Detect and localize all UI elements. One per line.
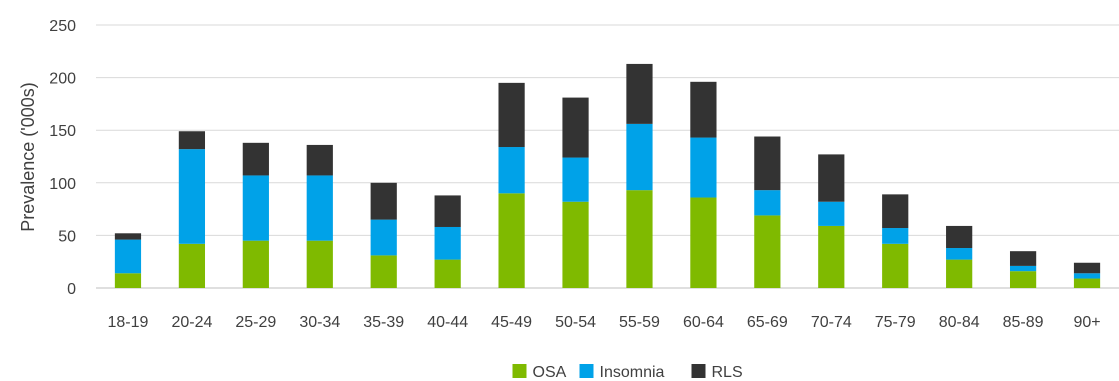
y-tick-label: 250 <box>49 18 76 35</box>
legend-item-insomnia: Insomnia <box>579 364 665 381</box>
bar-insomnia-18-19 <box>114 239 142 274</box>
bar-insomnia-40-44 <box>434 226 461 260</box>
bar-insomnia-65-69 <box>754 190 781 216</box>
bar-osa-90+ <box>1073 278 1101 288</box>
bar-rls-65-69 <box>754 136 781 191</box>
bar-osa-25-29 <box>242 240 269 288</box>
bar-insomnia-25-29 <box>242 175 269 241</box>
legend-item-rls: RLS <box>691 364 743 381</box>
x-tick-label: 40-44 <box>427 314 468 331</box>
bar-rls-30-34 <box>306 144 333 176</box>
bar-insomnia-70-74 <box>818 201 845 226</box>
bar-insomnia-85-89 <box>1009 265 1037 272</box>
bar-osa-85-89 <box>1009 271 1037 288</box>
x-tick-label: 55-59 <box>619 314 660 331</box>
y-tick-label: 200 <box>49 71 76 88</box>
bar-osa-75-79 <box>882 243 909 288</box>
bar-insomnia-80-84 <box>946 248 973 260</box>
bar-rls-20-24 <box>178 131 206 150</box>
x-tick-label: 30-34 <box>299 314 340 331</box>
x-tick-label: 45-49 <box>491 314 532 331</box>
bar-insomnia-35-39 <box>370 219 397 256</box>
x-tick-label: 70-74 <box>811 314 852 331</box>
bar-osa-50-54 <box>562 201 589 288</box>
x-tick-label: 20-24 <box>171 314 212 331</box>
bar-rls-45-49 <box>498 82 525 148</box>
y-tick-label: 50 <box>58 228 76 245</box>
bars <box>114 63 1101 288</box>
bar-rls-18-19 <box>114 233 142 240</box>
bar-insomnia-20-24 <box>178 149 206 244</box>
bar-osa-20-24 <box>178 243 206 288</box>
bar-rls-40-44 <box>434 195 461 227</box>
bar-osa-18-19 <box>114 273 142 288</box>
legend-label: OSA <box>533 364 567 381</box>
y-tick-label: 100 <box>49 176 76 193</box>
legend-swatch <box>579 364 594 378</box>
bar-insomnia-90+ <box>1073 273 1101 279</box>
bar-rls-35-39 <box>370 182 397 220</box>
bar-insomnia-30-34 <box>306 175 333 241</box>
bar-rls-50-54 <box>562 97 589 158</box>
x-tick-label: 60-64 <box>683 314 724 331</box>
x-tick-label: 75-79 <box>875 314 916 331</box>
bar-rls-90+ <box>1073 262 1101 274</box>
bar-insomnia-55-59 <box>626 123 653 191</box>
bar-osa-45-49 <box>498 193 525 288</box>
bar-osa-35-39 <box>370 255 397 288</box>
y-tick-label: 0 <box>67 281 76 298</box>
legend-swatch <box>512 364 527 378</box>
x-tick-label: 90+ <box>1073 314 1100 331</box>
bar-osa-65-69 <box>754 215 781 288</box>
bar-insomnia-50-54 <box>562 157 589 202</box>
bar-rls-70-74 <box>818 154 845 202</box>
y-axis-ticks: 0 50 100 150 200 250 <box>49 18 76 298</box>
x-axis-ticks: 18-19 20-24 25-29 30-34 35-39 40-44 45-49 50-54… <box>108 314 1101 331</box>
legend-item-osa: OSA <box>512 364 567 381</box>
bar-insomnia-45-49 <box>498 147 525 194</box>
x-tick-label: 80-84 <box>939 314 980 331</box>
bar-osa-80-84 <box>946 259 973 288</box>
bar-rls-80-84 <box>946 225 973 249</box>
x-tick-label: 50-54 <box>555 314 596 331</box>
bar-insomnia-75-79 <box>882 228 909 244</box>
bar-rls-55-59 <box>626 63 653 124</box>
x-tick-label: 18-19 <box>108 314 149 331</box>
x-tick-label: 65-69 <box>747 314 788 331</box>
bar-osa-40-44 <box>434 259 461 288</box>
bar-rls-25-29 <box>242 142 269 176</box>
legend: OSA Insomnia RLS <box>512 364 743 381</box>
y-tick-label: 150 <box>49 123 76 140</box>
bar-rls-75-79 <box>882 194 909 229</box>
x-tick-label: 25-29 <box>235 314 276 331</box>
x-tick-label: 85-89 <box>1003 314 1044 331</box>
x-tick-label: 35-39 <box>363 314 404 331</box>
bar-osa-60-64 <box>690 197 717 288</box>
bar-insomnia-60-64 <box>690 137 717 198</box>
legend-label: RLS <box>712 364 743 381</box>
y-axis-title: Prevalence ('000s) <box>18 82 38 232</box>
bar-osa-70-74 <box>818 225 845 288</box>
legend-swatch <box>691 364 706 378</box>
bar-rls-85-89 <box>1009 251 1037 266</box>
bar-osa-55-59 <box>626 190 653 288</box>
legend-label: Insomnia <box>600 364 665 381</box>
bar-rls-60-64 <box>690 81 717 138</box>
bar-osa-30-34 <box>306 240 333 288</box>
